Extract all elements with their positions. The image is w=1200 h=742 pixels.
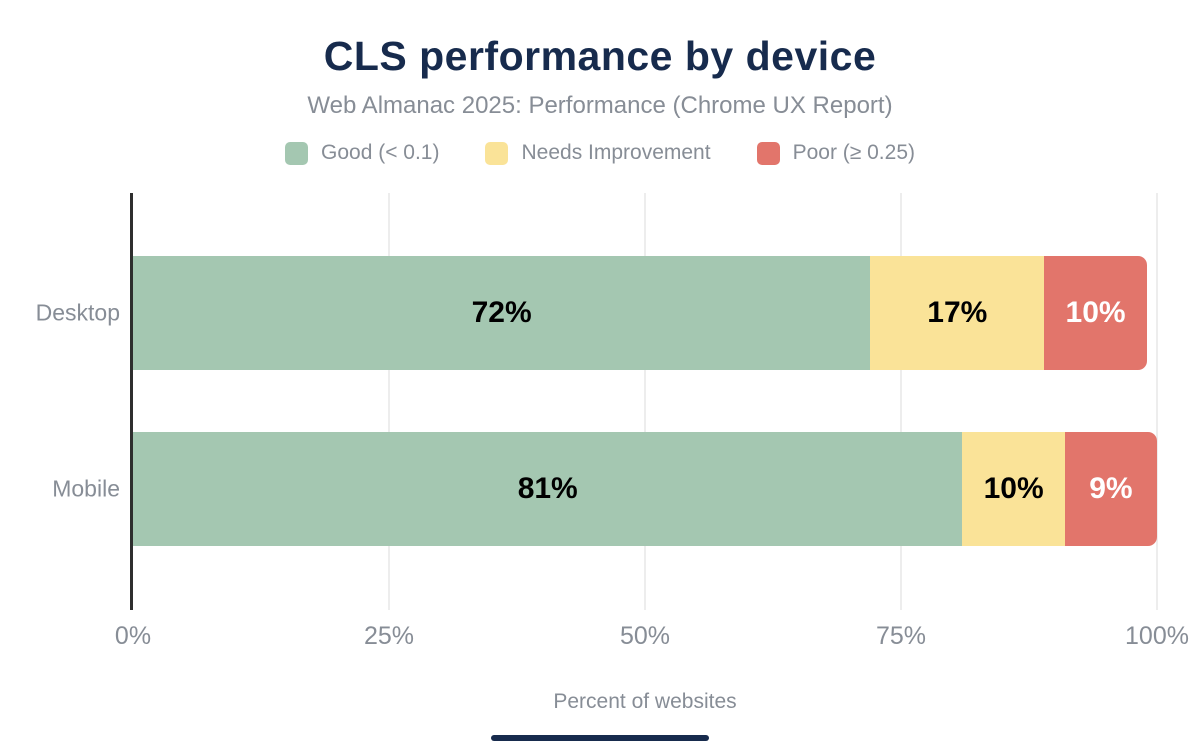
bar-segment: 72% bbox=[133, 256, 871, 370]
y-axis-line bbox=[130, 193, 133, 610]
gridline bbox=[644, 193, 646, 610]
x-tick-label: 25% bbox=[363, 622, 415, 650]
chart-title: CLS performance by device bbox=[323, 33, 877, 79]
bar-value-label: 17% bbox=[927, 296, 988, 329]
legend-label: Poor (≥ 0.25) bbox=[792, 141, 915, 164]
bar-segment: 10% bbox=[962, 432, 1065, 546]
bar-value-label: 10% bbox=[983, 472, 1044, 505]
x-tick-label: 100% bbox=[1125, 622, 1189, 650]
legend-label: Needs Improvement bbox=[521, 141, 711, 164]
bar-segment: 17% bbox=[870, 256, 1045, 370]
bar-segment: 10% bbox=[1044, 256, 1147, 370]
chart-subtitle: Web Almanac 2025: Performance (Chrome UX… bbox=[307, 92, 893, 119]
bar-segment: 81% bbox=[133, 432, 963, 546]
x-tick-label: 0% bbox=[114, 622, 152, 650]
bar-value-label: 10% bbox=[1065, 296, 1126, 329]
bar-value-label: 9% bbox=[1089, 472, 1133, 505]
category-label: Mobile bbox=[52, 475, 120, 502]
bar-value-label: 72% bbox=[471, 296, 532, 329]
chart-legend: Good (< 0.1) Needs Improvement Poor (≥ 0.2… bbox=[0, 141, 1200, 165]
legend-label: Good (< 0.1) bbox=[321, 141, 440, 164]
legend-item: Needs Improvement bbox=[485, 141, 711, 165]
gridline bbox=[388, 193, 390, 610]
footer-accent-bar bbox=[491, 735, 709, 741]
legend-swatch bbox=[756, 141, 780, 165]
legend-swatch bbox=[285, 141, 308, 165]
bar-segment: 9% bbox=[1064, 432, 1157, 546]
gridline bbox=[900, 193, 902, 610]
x-tick-label: 50% bbox=[619, 622, 671, 650]
x-axis-label: Percent of websites bbox=[553, 690, 737, 713]
legend-swatch bbox=[485, 141, 509, 165]
legend-item: Poor (≥ 0.25) bbox=[756, 141, 915, 165]
category-label: Desktop bbox=[35, 299, 120, 326]
plot-area: Percent of websites 0% 25% 50% 75% 100% Deskt… bbox=[36, 193, 1189, 713]
legend-item: Good (< 0.1) bbox=[285, 141, 439, 165]
gridline bbox=[1156, 193, 1158, 610]
x-tick-label: 75% bbox=[875, 622, 927, 650]
bar-value-label: 81% bbox=[517, 472, 578, 505]
